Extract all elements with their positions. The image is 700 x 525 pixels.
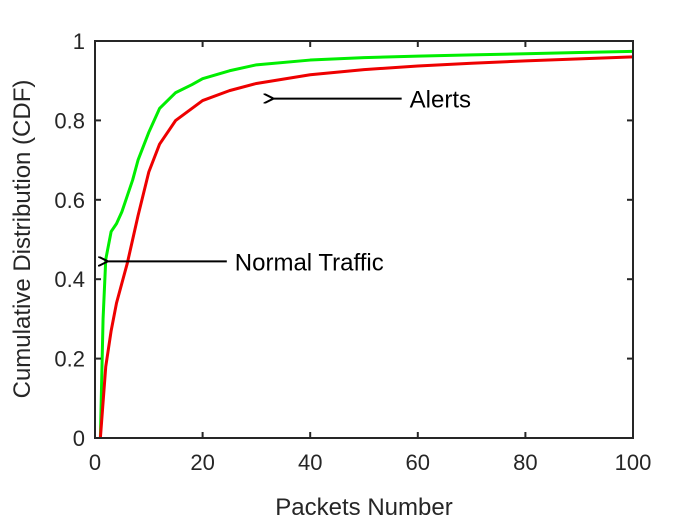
y-tick-label: 0.8 <box>54 108 85 133</box>
plot-frame <box>94 40 634 439</box>
x-tick-label: 60 <box>406 450 430 475</box>
x-tick-label: 20 <box>190 450 214 475</box>
x-tick-label: 0 <box>89 450 101 475</box>
y-tick-label: 0.4 <box>54 267 85 292</box>
annotation-label-1: Alerts <box>410 87 471 114</box>
y-tick-label: 0.2 <box>54 347 85 372</box>
y-axis-label: Cumulative Distribution (CDF) <box>9 80 36 399</box>
annotation-label-2: Normal Traffic <box>235 249 384 276</box>
x-tick-label: 80 <box>513 450 537 475</box>
y-tick-label: 1 <box>73 29 85 54</box>
series-layer <box>98 49 634 439</box>
x-tick-label: 100 <box>615 450 652 475</box>
x-tick-label: 40 <box>298 450 322 475</box>
x-axis-label: Packets Number <box>275 494 452 521</box>
y-tick-label: 0 <box>73 426 85 451</box>
plot-background <box>95 41 633 438</box>
tick-layer: 0 20 40 60 80 100 0 0.2 0.4 0.6 0.8 1 <box>54 29 651 475</box>
annotation-layer: Alerts Normal Traffic <box>107 87 471 276</box>
y-tick-label: 0.6 <box>54 188 85 213</box>
series-line-2 <box>98 55 634 439</box>
series-line-1 <box>98 49 634 439</box>
